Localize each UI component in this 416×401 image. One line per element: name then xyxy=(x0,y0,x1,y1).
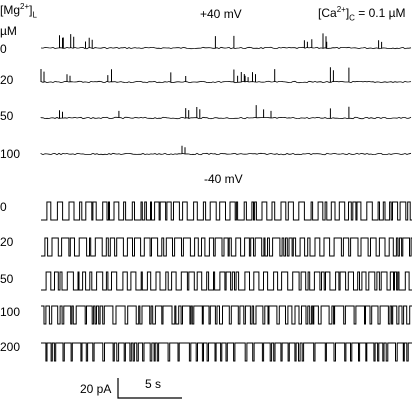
voltage-label-positive: +40 mV xyxy=(200,7,242,21)
trace-neg-0 xyxy=(41,201,412,221)
trace-pos-events-0 xyxy=(59,33,383,48)
trace-pos-events-100 xyxy=(181,145,186,154)
trace-label-neg-20: 20 xyxy=(0,235,14,249)
trace-neg-20 xyxy=(41,237,412,257)
ca-concentration-header: [Ca2+]C = 0.1 µM xyxy=(318,5,406,23)
scale-bar xyxy=(117,378,182,399)
scale-bar-current-label: 20 pA xyxy=(80,382,112,396)
trace-label-neg-50: 50 xyxy=(0,272,14,286)
trace-label-pos-50: 50 xyxy=(0,109,14,123)
trace-neg-50 xyxy=(41,271,412,291)
trace-label-neg-200: 200 xyxy=(0,340,21,354)
mg-concentration-header: [Mg2+]L xyxy=(0,2,37,20)
trace-pos-100 xyxy=(40,152,412,156)
trace-label-pos-0: 0 xyxy=(0,42,7,56)
unit-label: µM xyxy=(0,24,17,38)
trace-pos-20 xyxy=(40,80,412,84)
scale-bar-time-label: 5 s xyxy=(145,377,162,391)
trace-neg-100 xyxy=(41,305,412,325)
trace-pos-50 xyxy=(40,116,412,120)
trace-label-neg-100: 100 xyxy=(0,305,21,319)
trace-neg-200 xyxy=(41,342,412,362)
voltage-label-negative: -40 mV xyxy=(204,172,243,186)
trace-label-neg-0: 0 xyxy=(0,200,7,214)
trace-label-pos-100: 100 xyxy=(0,147,21,161)
trace-pos-events-50 xyxy=(59,105,350,118)
trace-label-pos-20: 20 xyxy=(0,73,14,87)
trace-pos-events-20 xyxy=(40,67,350,82)
trace-pos-0 xyxy=(40,46,412,50)
